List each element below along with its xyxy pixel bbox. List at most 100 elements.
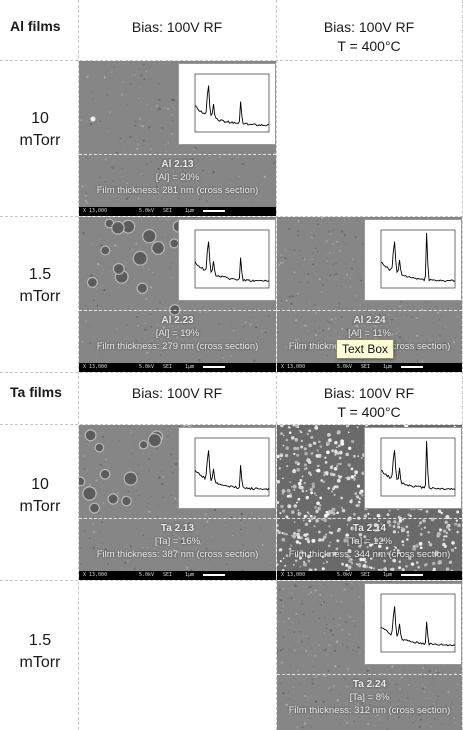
xrd-inset-plot — [178, 63, 276, 145]
pressure-value: 10 — [31, 476, 49, 493]
pressure-unit: mTorr — [19, 132, 61, 149]
sem-info-text: SEI — [163, 364, 173, 370]
sample-composition: [Al] = 19% — [155, 328, 200, 339]
sem-info-strip: X 13,000 5.0kV SEI 1μm — [79, 207, 276, 216]
al-films-label: Al films — [10, 18, 61, 34]
sem-info-strip: X 13,000 5.0kV SEI 1μm — [277, 363, 462, 372]
sample-caption: Al 2.13 [Al] = 20% Film thickness: 281 nm … — [79, 158, 276, 197]
caption-divider — [277, 674, 462, 676]
column-divider — [78, 0, 79, 730]
sem-info-text: SEI — [163, 208, 173, 214]
sample-thickness: Film thickness: 279 nm (cross section) — [96, 341, 259, 352]
pressure-value: 10 — [31, 110, 49, 127]
sem-info-text: 1μm — [185, 364, 195, 370]
sem-info-text: SEI — [163, 572, 173, 578]
sem-info-strip: X 13,000 5.0kV SEI 1μm — [277, 571, 462, 580]
sample-composition: [Ta] = 12% — [346, 536, 393, 547]
scale-bar — [203, 574, 225, 576]
col-header-bias-text: Bias: 100V RF — [323, 19, 415, 35]
scale-bar — [401, 366, 423, 368]
sem-info-text: SEI — [361, 572, 371, 578]
pressure-value: 1.5 — [28, 266, 52, 283]
caption-divider — [277, 310, 462, 312]
sample-id: Ta 2.14 — [352, 523, 387, 534]
sample-id: Al 2.13 — [161, 159, 194, 170]
xrd-inset-plot — [178, 219, 276, 301]
sample-thickness: Film thickness: 344 nm (cross section) — [288, 549, 451, 560]
sample-id: Al 2.23 — [161, 315, 194, 326]
sem-info-text: 5.0kV — [337, 364, 353, 370]
pressure-unit: mTorr — [19, 498, 61, 515]
sem-info-text: 5.0kV — [139, 364, 155, 370]
caption-divider — [79, 154, 276, 156]
sem-info-text: 1μm — [383, 572, 393, 578]
text-box-tooltip: Text Box — [336, 339, 395, 359]
xrd-inset-plot — [178, 427, 276, 509]
col-header-bias-ta: Bias: 100V RF — [131, 385, 223, 401]
caption-divider — [79, 310, 276, 312]
pressure-unit: mTorr — [19, 654, 61, 671]
sample-composition: [Al] = 20% — [155, 172, 200, 183]
scale-bar — [203, 366, 225, 368]
row-divider — [0, 216, 463, 217]
row-label-10mtorr-ta: 10 mTorr — [4, 474, 76, 518]
xrd-inset-plot — [364, 583, 462, 665]
row-label-1-5mtorr-ta: 1.5 mTorr — [4, 630, 76, 674]
sample-composition: [Ta] = 16% — [154, 536, 201, 547]
sample-thickness: Film thickness: 387 nm (cross section) — [96, 549, 259, 560]
col-header-bias-text: Bias: 100V RF — [323, 385, 415, 401]
col-header-bias-temp-ta: Bias: 100V RF T = 400°C — [276, 384, 462, 422]
sem-cell-ta213: Ta 2.13 [Ta] = 16% Film thickness: 387 nm … — [79, 425, 276, 580]
sem-cell-al223: Al 2.23 [Al] = 19% Film thickness: 279 nm … — [79, 217, 276, 372]
row-label-1-5mtorr-al: 1.5 mTorr — [4, 264, 76, 308]
scale-bar — [203, 210, 225, 212]
sem-info-strip: X 13,000 5.0kV SEI 1μm — [79, 363, 276, 372]
sample-thickness: Film thickness: 312 nm (cross section) — [288, 705, 451, 716]
scale-bar — [401, 574, 423, 576]
row-divider — [0, 372, 463, 373]
sem-cell-ta224: Ta 2.24 [Ta] = 8% Film thickness: 312 nm (… — [277, 581, 462, 730]
sem-info-text: 5.0kV — [139, 208, 155, 214]
caption-divider — [79, 518, 276, 520]
col-header-temp-text: T = 400°C — [337, 38, 401, 54]
pressure-value: 1.5 — [28, 632, 52, 649]
col-header-bias-temp: Bias: 100V RF T = 400°C — [276, 18, 462, 56]
xrd-inset-plot — [364, 219, 462, 301]
sem-info-text: X 13,000 — [83, 364, 108, 370]
sem-cell-al213: Al 2.13 [Al] = 20% Film thickness: 281 nm … — [79, 61, 276, 216]
xrd-inset-plot — [364, 427, 462, 509]
sem-cell-ta214: Ta 2.14 [Ta] = 12% Film thickness: 344 nm … — [277, 425, 462, 580]
sample-id: Ta 2.24 — [352, 679, 387, 690]
row-divider — [0, 424, 463, 425]
sem-info-text: SEI — [361, 364, 371, 370]
sample-id: Al 2.24 — [353, 315, 386, 326]
sem-info-strip: X 13,000 5.0kV SEI 1μm — [79, 571, 276, 580]
sem-info-text: 1μm — [185, 572, 195, 578]
col-header-bias: Bias: 100V RF — [131, 19, 223, 35]
sem-info-text: 1μm — [185, 208, 195, 214]
ta-films-label: Ta films — [10, 384, 62, 400]
sample-caption: Ta 2.13 [Ta] = 16% Film thickness: 387 nm … — [79, 522, 276, 561]
caption-divider — [277, 518, 462, 520]
sample-composition: [Ta] = 8% — [349, 692, 390, 703]
column-divider — [276, 0, 277, 730]
sem-info-text: X 13,000 — [281, 364, 306, 370]
pressure-unit: mTorr — [19, 288, 61, 305]
sample-composition: [Al] = 11% — [348, 328, 391, 339]
sample-caption: Ta 2.24 [Ta] = 8% Film thickness: 312 nm (… — [277, 678, 462, 717]
sem-info-text: 5.0kV — [337, 572, 353, 578]
sem-info-text: 5.0kV — [139, 572, 155, 578]
row-label-10mtorr-al: 10 mTorr — [4, 108, 76, 152]
sample-caption: Al 2.23 [Al] = 19% Film thickness: 279 nm … — [79, 314, 276, 353]
row-divider — [0, 60, 463, 61]
sample-thickness: Film thickness: 281 nm (cross section) — [96, 185, 259, 196]
sem-info-text: X 13,000 — [83, 208, 108, 214]
sem-info-text: 1μm — [383, 364, 393, 370]
sample-id: Ta 2.13 — [160, 523, 195, 534]
sem-info-text: X 13,000 — [83, 572, 108, 578]
sample-caption: Ta 2.14 [Ta] = 12% Film thickness: 344 nm … — [277, 522, 462, 561]
sem-info-text: X 13,000 — [281, 572, 306, 578]
col-header-temp-text: T = 400°C — [337, 404, 401, 420]
row-divider — [0, 580, 463, 581]
